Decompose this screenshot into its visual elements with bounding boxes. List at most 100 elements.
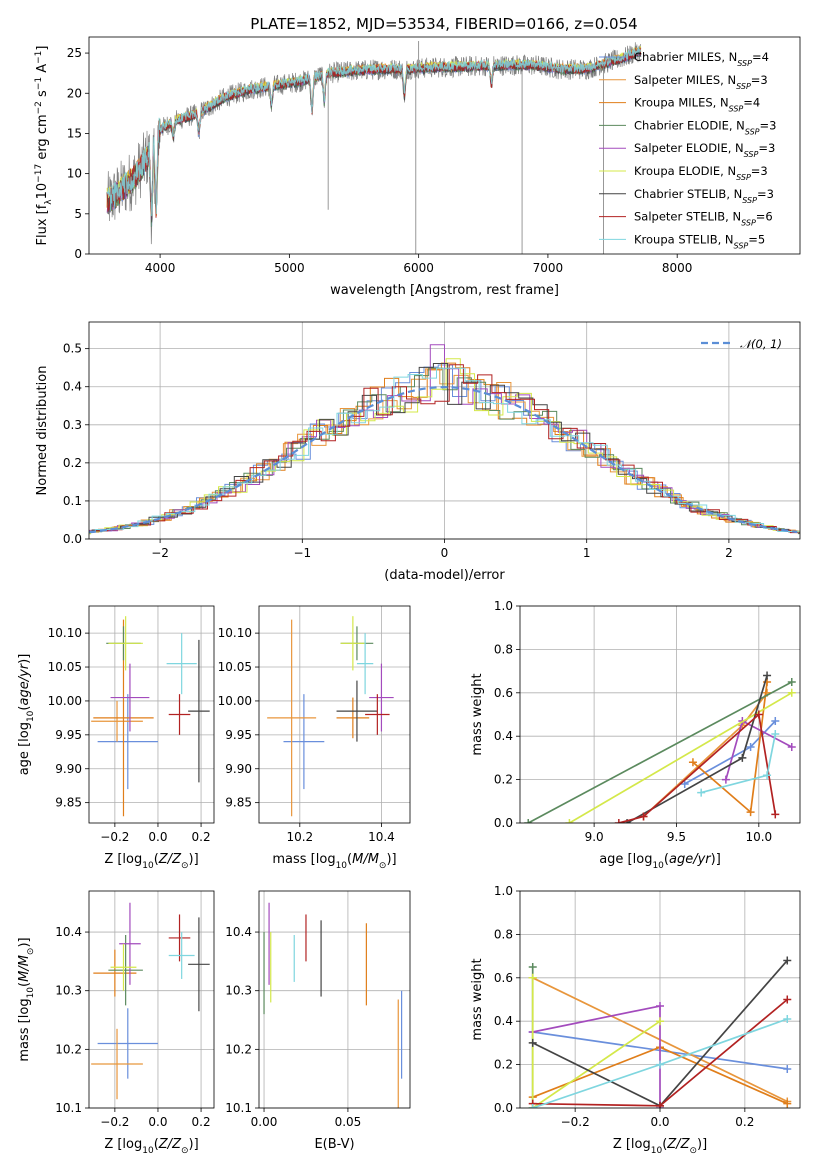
- y-tick-label: 25: [67, 46, 82, 60]
- spectrum-lines: [107, 41, 641, 254]
- weight-point-marker: [738, 754, 746, 762]
- figure-title: PLATE=1852, MJD=53534, FIBERID=0166, z=0…: [250, 15, 637, 33]
- y-tick-label: 0.2: [63, 456, 82, 470]
- x-tick-label: 6000: [403, 261, 434, 275]
- y-tick-label: 10.05: [218, 660, 252, 674]
- axes-frame: [259, 891, 410, 1108]
- x-axis-label: Z [log10(Z/Z⊙)]: [104, 1137, 198, 1156]
- weight-point-marker: [697, 789, 705, 797]
- y-tick-label: 10.3: [225, 984, 252, 998]
- x-axis-label: (data-model)/error: [384, 568, 505, 583]
- weight-point-marker: [783, 1015, 791, 1023]
- x-axis-label: wavelength [Angstrom, rest frame]: [330, 283, 559, 298]
- y-tick-label: 9.85: [55, 796, 82, 810]
- y-tick-label: 10.2: [225, 1042, 252, 1056]
- y-tick-label: 0.2: [494, 773, 513, 787]
- y-tick-label: 20: [67, 86, 82, 100]
- legend-entry: Chabrier MILES, NSSP=4: [634, 50, 769, 68]
- y-tick-label: 10: [67, 167, 82, 181]
- y-tick-label: 10.1: [225, 1101, 252, 1115]
- y-tick-label: 0.6: [494, 686, 513, 700]
- legend-entry: Salpeter STELIB, NSSP=6: [634, 210, 773, 228]
- weight-point-marker: [783, 1065, 791, 1073]
- x-axis-label: E(B-V): [314, 1137, 354, 1152]
- x-tick-label: −0.2: [561, 1115, 590, 1129]
- y-tick-label: 0.0: [494, 1101, 513, 1115]
- x-axis-label: Z [log10(Z/Z⊙)]: [613, 1137, 707, 1156]
- x-axis-label: mass [log10(M/M⊙)]: [272, 852, 396, 871]
- legend-entry: 𝒩(0, 1): [740, 337, 782, 351]
- x-tick-label: 0.2: [192, 1115, 211, 1129]
- x-tick-label: −2: [151, 546, 169, 560]
- x-tick-label: 0.05: [335, 1115, 362, 1129]
- weight-point-marker: [771, 810, 779, 818]
- y-axis-label: mass weight: [470, 673, 485, 755]
- y-tick-label: 0.4: [494, 729, 513, 743]
- weight-point-marker: [788, 678, 796, 686]
- x-tick-label: 10.2: [286, 830, 313, 844]
- y-tick-label: 0.4: [63, 380, 82, 394]
- error-bars: [91, 616, 210, 816]
- y-tick-label: 0.2: [494, 1058, 513, 1072]
- y-tick-label: 10.05: [48, 660, 82, 674]
- y-tick-label: 0.8: [494, 927, 513, 941]
- x-tick-label: 10.4: [368, 830, 395, 844]
- weight-point-marker: [722, 776, 730, 784]
- x-tick-label: 0.2: [735, 1115, 754, 1129]
- y-tick-label: 0.6: [494, 971, 513, 985]
- x-tick-label: 0: [441, 546, 449, 560]
- y-tick-label: 1.0: [494, 884, 513, 898]
- weight-point-marker: [529, 974, 537, 982]
- y-tick-label: 10.4: [225, 925, 252, 939]
- error-bars: [267, 616, 394, 816]
- y-axis-label: Normed distribution: [35, 366, 50, 496]
- y-tick-label: 1.0: [494, 599, 513, 613]
- x-tick-label: 4000: [145, 261, 176, 275]
- y-axis-label: age [log10(age/yr)]: [17, 654, 36, 776]
- y-tick-label: 10.3: [55, 984, 82, 998]
- legend-entry: Kroupa ELODIE, NSSP=3: [634, 164, 768, 182]
- weight-point-marker: [529, 963, 537, 971]
- weight-point-marker: [656, 1061, 664, 1069]
- x-tick-label: 2: [725, 546, 733, 560]
- weight-series-line: [533, 978, 660, 1108]
- x-tick-label: 10.0: [745, 830, 772, 844]
- y-tick-label: 0.5: [63, 342, 82, 356]
- y-tick-label: 0.4: [494, 1014, 513, 1028]
- y-tick-label: 10.00: [48, 694, 82, 708]
- y-tick-label: 0.3: [63, 418, 82, 432]
- x-tick-label: −0.2: [100, 830, 129, 844]
- x-tick-label: 0.0: [650, 1115, 669, 1129]
- weight-series-line: [644, 693, 768, 817]
- histogram-steps: [69, 345, 819, 535]
- y-tick-label: 10.4: [55, 925, 82, 939]
- x-tick-label: 5000: [274, 261, 305, 275]
- weight-point-marker: [763, 671, 771, 679]
- y-tick-label: 10.10: [48, 626, 82, 640]
- y-tick-label: 9.90: [225, 762, 252, 776]
- grid-lines: [89, 891, 214, 1108]
- y-tick-label: 9.95: [55, 728, 82, 742]
- x-tick-label: 0.0: [148, 830, 167, 844]
- y-tick-label: 9.95: [225, 728, 252, 742]
- y-axis-label: Flux [fλ10−17 erg cm−2 s−1 A−1]: [34, 46, 54, 246]
- y-tick-label: 10.00: [218, 694, 252, 708]
- y-axis-label: mass weight: [470, 958, 485, 1040]
- x-tick-label: −0.2: [100, 1115, 129, 1129]
- legend-entry: Salpeter ELODIE, NSSP=3: [634, 141, 775, 159]
- y-tick-label: 0.8: [494, 642, 513, 656]
- y-tick-label: 0.0: [63, 532, 82, 546]
- x-axis-label: Z [log10(Z/Z⊙)]: [104, 852, 198, 871]
- x-axis-label: age [log10(age/yr)]: [599, 852, 721, 871]
- axes-frame: [89, 606, 214, 823]
- axes-frame: [89, 891, 214, 1108]
- y-tick-label: 10.2: [55, 1042, 82, 1056]
- y-tick-label: 0: [74, 247, 82, 261]
- x-tick-label: 0.0: [148, 1115, 167, 1129]
- weight-point-marker: [788, 689, 796, 697]
